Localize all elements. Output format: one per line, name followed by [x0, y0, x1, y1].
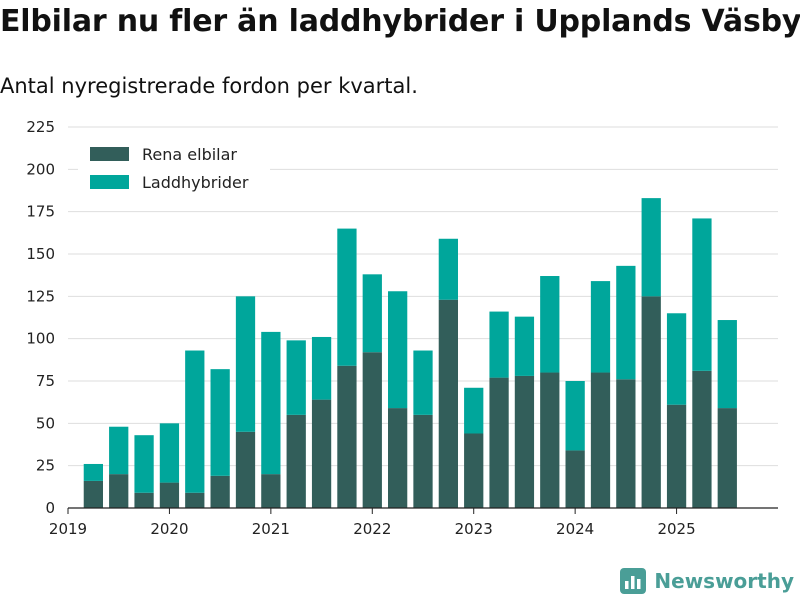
x-tick-label: 2025 [657, 520, 695, 538]
bar-laddhybrider [540, 276, 560, 373]
bar-laddhybrider [438, 238, 458, 300]
y-tick-label: 150 [26, 245, 55, 263]
legend-swatch-laddhybrider [90, 175, 129, 189]
bar-laddhybrider [514, 316, 535, 376]
x-tick-label: 2023 [455, 520, 493, 538]
x-tick-label: 2021 [252, 520, 290, 538]
bar-rena-elbilar [83, 480, 103, 508]
bar-laddhybrider [235, 296, 256, 432]
bar-rena-elbilar [514, 375, 535, 508]
bar-laddhybrider [464, 387, 484, 434]
y-tick-label: 200 [26, 160, 55, 178]
bar-laddhybrider [83, 463, 103, 481]
bar-rena-elbilar [717, 408, 737, 508]
bar-laddhybrider [590, 281, 611, 373]
bar-rena-elbilar [666, 404, 687, 508]
bar-rena-elbilar [261, 474, 281, 508]
bar-laddhybrider [185, 350, 205, 493]
bar-rena-elbilar [311, 399, 332, 508]
legend-label-laddhybrider: Laddhybrider [142, 173, 249, 192]
bar-laddhybrider [666, 313, 687, 405]
bar-laddhybrider [388, 291, 408, 409]
bar-laddhybrider [717, 320, 737, 409]
x-tick-label: 2024 [556, 520, 594, 538]
y-tick-label: 25 [36, 457, 55, 475]
bar-laddhybrider [337, 228, 357, 366]
bars [83, 198, 737, 508]
x-tick-label: 2019 [49, 520, 87, 538]
bar-rena-elbilar [590, 372, 611, 508]
y-tick-label: 125 [26, 287, 55, 305]
bar-rena-elbilar [464, 433, 484, 508]
bar-laddhybrider [565, 381, 585, 451]
bar-rena-elbilar [134, 492, 154, 508]
bar-laddhybrider [286, 340, 306, 415]
bar-laddhybrider [692, 218, 712, 371]
bar-rena-elbilar [616, 379, 636, 508]
legend-swatch-rena-elbilar [90, 147, 129, 161]
bar-chart-logo-icon [620, 568, 647, 594]
bar-laddhybrider [489, 311, 509, 378]
bar-laddhybrider [134, 435, 154, 493]
x-tick-label: 2022 [353, 520, 391, 538]
bar-laddhybrider [311, 336, 332, 400]
bar-rena-elbilar [692, 370, 712, 508]
y-axis-tick-labels: 0 25 50 75 100 125 150 175 200 225 [26, 118, 55, 517]
y-tick-label: 225 [26, 118, 55, 136]
bar-rena-elbilar [337, 365, 357, 508]
bar-rena-elbilar [413, 414, 433, 508]
bar-rena-elbilar [235, 431, 256, 508]
bar-rena-elbilar [362, 352, 382, 508]
bar-rena-elbilar [210, 475, 230, 508]
bar-laddhybrider [159, 423, 180, 483]
bar-laddhybrider [413, 350, 433, 415]
bar-laddhybrider [616, 265, 636, 380]
legend-label-rena-elbilar: Rena elbilar [142, 145, 237, 164]
y-tick-label: 0 [45, 499, 55, 517]
y-tick-label: 100 [26, 330, 55, 348]
bar-rena-elbilar [109, 474, 129, 508]
chart-title: Elbilar nu fler än laddhybrider i Upplan… [0, 4, 800, 39]
bar-rena-elbilar [286, 414, 306, 508]
bar-rena-elbilar [641, 296, 661, 508]
bar-rena-elbilar [565, 450, 585, 508]
chart-subtitle: Antal nyregistrerade fordon per kvartal. [0, 74, 418, 98]
x-axis: 2019 2020 2021 2022 2023 2024 2025 [49, 507, 778, 538]
y-tick-label: 175 [26, 203, 55, 221]
bar-laddhybrider [641, 198, 661, 297]
bar-rena-elbilar [185, 492, 205, 508]
bar-laddhybrider [362, 274, 382, 353]
bar-laddhybrider [210, 369, 230, 476]
brand-name: Newsworthy [654, 569, 794, 593]
bar-rena-elbilar [438, 299, 458, 508]
bar-rena-elbilar [489, 377, 509, 508]
y-tick-label: 75 [36, 372, 55, 390]
legend: Rena elbilar Laddhybrider [78, 140, 270, 198]
bar-laddhybrider [109, 426, 129, 475]
bar-rena-elbilar [388, 408, 408, 508]
y-tick-label: 50 [36, 414, 55, 432]
x-tick-label: 2020 [150, 520, 188, 538]
bar-laddhybrider [261, 331, 281, 475]
bar-rena-elbilar [159, 482, 180, 508]
bar-rena-elbilar [540, 372, 560, 508]
brand-logo: Newsworthy [620, 568, 794, 594]
